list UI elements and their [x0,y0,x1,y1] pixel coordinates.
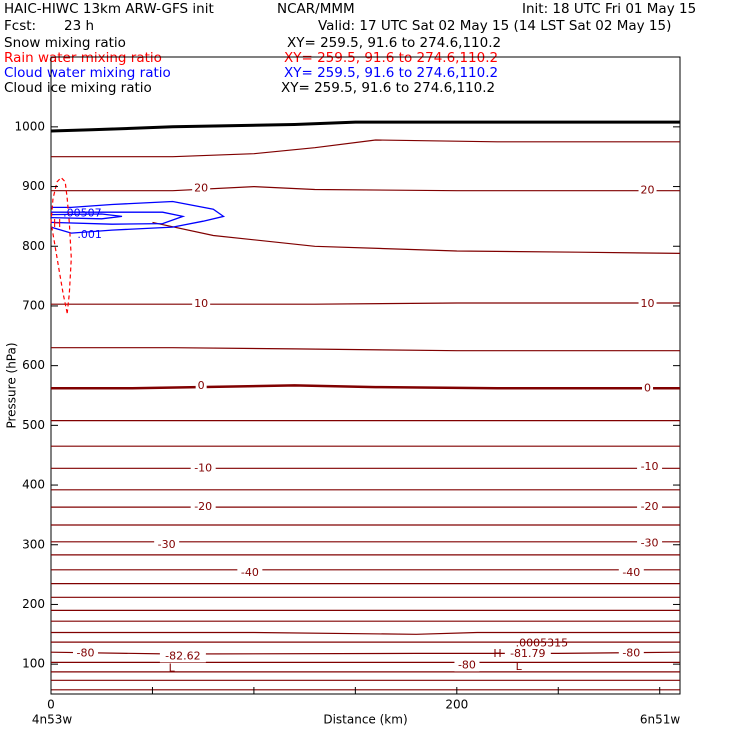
isotherm-label: 10 [194,297,208,310]
y-tick-label: 1000 [14,119,45,133]
y-tick-label: 300 [22,537,45,551]
rain-water-contour [50,176,72,314]
isotherm-label: -30 [641,537,659,550]
isotherm-label: -80 [458,658,476,671]
y-tick-label: 100 [22,657,45,671]
y-axis-title: Pressure (hPa) [5,342,19,428]
extremum-label: H [493,647,501,660]
isotherm-label-bg [237,566,263,579]
field-xy-cloud-water: XY= 259.5, 91.6 to 274.6,110.2 [284,65,499,81]
y-tick-label: 400 [22,478,45,492]
isotherm-label-bg [638,298,657,311]
isotherm-line [152,221,681,254]
isotherm-label: -40 [622,566,640,579]
endpoint-right-label: 6n51w [640,713,681,727]
extremum-label: H [53,217,61,230]
isotherm-label-bg [195,379,207,392]
field-name-cloud-ice: Cloud ice mixing ratio [4,80,152,96]
y-tick-label: 700 [22,298,45,312]
isotherm-label: 0 [644,381,651,394]
endpoint-left-label: 4n53w [32,713,73,727]
isotherm-label: -30 [158,538,176,551]
isotherm-label: 10 [641,297,655,310]
isotherm-label-bg [72,647,98,660]
isotherm-label-bg [192,182,211,195]
isotherm-line [51,302,680,305]
isotherm-label: -20 [194,500,212,513]
isotherm-line [51,631,680,635]
field-xy-snow: XY= 259.5, 91.6 to 274.6,110.2 [287,35,502,51]
isotherm-label-bg [154,538,180,551]
isotherm-label: -10 [641,460,659,473]
init-time: Init: 18 UTC Fri 01 May 15 [522,1,697,17]
isotherm-line [51,347,680,352]
field-xy-cloud-ice: XY= 259.5, 91.6 to 274.6,110.2 [281,80,496,96]
isotherm-label-bg [638,184,657,197]
cloud-water-contour [50,200,226,234]
y-tick-label: 800 [22,239,45,253]
isotherm-label-bg [454,659,480,672]
isotherm-label-bg [618,647,644,660]
model-title: HAIC-HIWC 13km ARW-GFS init [4,1,214,17]
isotherm-label: -40 [241,566,259,579]
isotherm-label: -81.79 [510,647,545,660]
y-tick-label: 500 [22,418,45,432]
isotherm-label-bg [642,382,654,395]
isotherm-line [51,185,680,192]
valid-time: Valid: 17 UTC Sat 02 May 15 (14 LST Sat … [318,18,672,34]
isotherm-label-bg [637,461,663,474]
isotherm-line [51,139,680,158]
isotherm-label-bg [618,566,644,579]
isotherm-label: -82.62 [165,649,200,662]
forecast-label: Fcst: [4,18,37,34]
isotherm-label: -10 [194,461,212,474]
isotherm-line [51,384,680,390]
cloud-water-contour [50,211,186,225]
isotherm-label: -80 [622,646,640,659]
x-tick-label: 200 [445,698,468,712]
forecast-hours: 23 h [64,18,95,34]
ground-surface-line [50,120,680,133]
field-xy-rain: XY= 259.5, 91.6 to 274.6,110.2 [284,50,499,66]
extremum-label: L [516,660,523,673]
plot-frame [50,56,681,695]
isotherm-label-bg [192,298,211,311]
isotherm-line [50,651,681,655]
isotherm-label: -80 [77,646,95,659]
extremum-label: .0005315 [516,636,569,649]
extremum-label: .00507 [63,206,102,219]
extremum-label: L [169,661,176,674]
field-name-snow: Snow mixing ratio [4,35,126,51]
isotherm-label-bg [637,501,663,514]
x-axis-title: Distance (km) [323,713,407,727]
y-tick-label: 900 [22,179,45,193]
isotherm-label: 0 [198,379,205,392]
y-tick-label: 600 [22,358,45,372]
isotherm-label: -20 [641,500,659,513]
isotherm-label-bg [504,648,551,661]
cloud-water-contour [50,213,123,220]
extremum-label: .001 [77,228,102,241]
isotherm-label: 20 [641,184,655,197]
isotherm-label-bg [190,462,216,475]
x-tick-label: 0 [47,698,55,712]
field-name-rain: Rain water mixing ratio [4,50,162,66]
isotherm-label: 20 [194,181,208,194]
isotherm-label-bg [159,650,206,663]
y-tick-label: 200 [22,597,45,611]
isotherm-label-bg [637,537,663,550]
isotherm-label-bg [190,501,216,514]
organization-label: NCAR/MMM [277,1,355,17]
field-name-cloud-water: Cloud water mixing ratio [4,65,171,81]
